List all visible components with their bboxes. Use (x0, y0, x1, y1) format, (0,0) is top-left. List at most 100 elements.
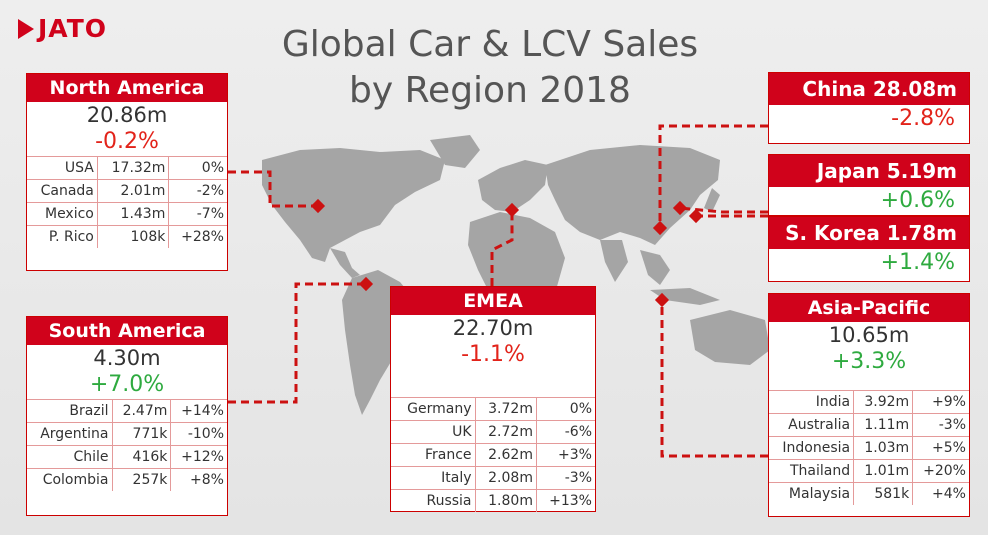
north-america-table: USA 17.32m 0% Canada 2.01m -2% Mexico 1.43m -7… (27, 156, 227, 248)
japan-change: +0.6% (880, 188, 955, 213)
change-cell: 0% (168, 156, 227, 180)
japan-panel: Japan 5.19m +0.6% (768, 154, 970, 216)
japan-marker (672, 200, 688, 216)
change-cell: +13% (535, 489, 595, 512)
sales-cell: 1.11m (853, 413, 914, 437)
table-row: France 2.62m +3% (391, 443, 595, 467)
country-cell: Argentina (27, 422, 113, 446)
jato-logo-text: JATO (38, 14, 108, 43)
country-cell: P. Rico (27, 225, 98, 248)
table-row: Chile 416k +12% (27, 445, 227, 469)
south-korea-change: +1.4% (880, 250, 955, 275)
change-cell: -7% (168, 202, 227, 226)
sales-cell: 2.08m (474, 466, 537, 490)
change-cell: +20% (912, 459, 969, 483)
asia-pacific-spacer (769, 376, 969, 390)
asia-pacific-change: +3.3% (831, 349, 907, 374)
emea-header: EMEA (391, 287, 595, 315)
country-cell: Brazil (27, 399, 113, 423)
country-cell: UK (391, 420, 476, 444)
sales-cell: 2.47m (111, 399, 172, 423)
change-cell: +9% (912, 390, 969, 414)
change-cell: -3% (535, 466, 595, 490)
south-america-change: +7.0% (89, 372, 165, 397)
sales-cell: 3.72m (474, 397, 537, 421)
emea-table: Germany 3.72m 0% UK 2.72m -6% France 2.62m +3%… (391, 397, 595, 512)
country-cell: Germany (391, 397, 476, 421)
table-row: Malaysia 581k +4% (769, 482, 969, 505)
north-america-change: -0.2% (95, 129, 159, 154)
sales-cell: 1.80m (474, 489, 537, 512)
change-cell: +5% (912, 436, 969, 460)
sales-cell: 17.32m (96, 156, 170, 180)
table-row: Indonesia 1.03m +5% (769, 436, 969, 460)
world-map-landmasses (262, 135, 770, 415)
change-cell: -6% (535, 420, 595, 444)
china-panel: China 28.08m -2.8% (768, 72, 970, 144)
change-cell: +4% (912, 482, 969, 505)
table-row: Brazil 2.47m +14% (27, 399, 227, 423)
change-cell: -10% (170, 422, 227, 446)
emea-change: -1.1% (461, 342, 525, 367)
title-line-2: by Region 2018 (349, 70, 631, 111)
country-cell: Chile (27, 445, 113, 469)
country-cell: Thailand (769, 459, 855, 483)
table-row: Mexico 1.43m -7% (27, 202, 227, 226)
table-row: Russia 1.80m +13% (391, 489, 595, 512)
asia-pacific-panel: Asia-Pacific 10.65m +3.3% India 3.92m +9% … (768, 293, 970, 517)
china-header: China 28.08m (769, 73, 969, 105)
south-america-marker (358, 276, 374, 292)
north-america-marker (310, 198, 326, 214)
sales-cell: 581k (853, 482, 914, 505)
jato-logo-mark-icon (18, 18, 34, 39)
south-korea-panel: S. Korea 1.78m +1.4% (768, 216, 970, 282)
change-cell: +28% (168, 225, 227, 248)
change-cell: 0% (535, 397, 595, 421)
sales-cell: 416k (111, 445, 172, 469)
north-america-panel: North America 20.86m -0.2% USA 17.32m 0% C… (26, 73, 228, 271)
country-cell: France (391, 443, 476, 467)
north-america-total: 20.86m (86, 103, 168, 127)
china-marker (652, 220, 668, 236)
emea-total: 22.70m (452, 316, 534, 340)
country-cell: India (769, 390, 855, 414)
sales-cell: 771k (111, 422, 172, 446)
table-row: Australia 1.11m -3% (769, 413, 969, 437)
south-korea-marker (688, 208, 704, 224)
sales-cell: 257k (111, 468, 172, 491)
table-row: Colombia 257k +8% (27, 468, 227, 491)
south-america-table: Brazil 2.47m +14% Argentina 771k -10% Chile 4… (27, 399, 227, 491)
table-row: Canada 2.01m -2% (27, 179, 227, 203)
country-cell: Italy (391, 466, 476, 490)
asia-pacific-total: 10.65m (828, 323, 910, 347)
page-title: Global Car & LCV Sales by Region 2018 (250, 22, 730, 114)
sales-cell: 108k (96, 225, 170, 248)
table-row: Argentina 771k -10% (27, 422, 227, 446)
change-cell: +8% (170, 468, 227, 491)
sales-cell: 2.62m (474, 443, 537, 467)
change-cell: -2% (168, 179, 227, 203)
table-row: Thailand 1.01m +20% (769, 459, 969, 483)
south-america-header: South America (27, 317, 227, 345)
country-cell: Australia (769, 413, 855, 437)
japan-header: Japan 5.19m (769, 155, 969, 187)
south-korea-header: S. Korea 1.78m (769, 217, 969, 249)
sales-cell: 1.03m (853, 436, 914, 460)
table-row: P. Rico 108k +28% (27, 225, 227, 248)
change-cell: +3% (535, 443, 595, 467)
sales-cell: 2.72m (474, 420, 537, 444)
asia-pacific-table: India 3.92m +9% Australia 1.11m -3% Indonesi… (769, 390, 969, 505)
change-cell: -3% (912, 413, 969, 437)
country-cell: USA (27, 156, 98, 180)
emea-spacer (391, 369, 595, 397)
country-cell: Russia (391, 489, 476, 512)
table-row: UK 2.72m -6% (391, 420, 595, 444)
table-row: Italy 2.08m -3% (391, 466, 595, 490)
title-line-1: Global Car & LCV Sales (281, 24, 699, 65)
asia-pacific-header: Asia-Pacific (769, 294, 969, 322)
asia-pacific-marker (654, 292, 670, 308)
region-markers (310, 198, 704, 308)
emea-marker (504, 202, 520, 218)
